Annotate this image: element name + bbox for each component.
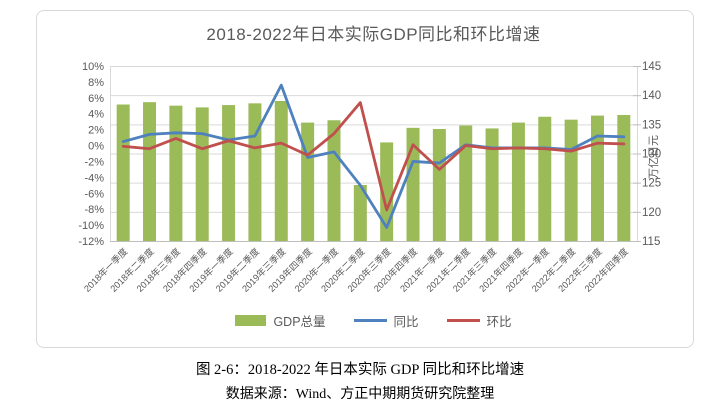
right-axis-tick-label: 135 — [642, 119, 661, 131]
legend-label-yoy: 同比 — [393, 315, 419, 329]
gdp-bar — [143, 102, 157, 242]
gdp-bar — [564, 119, 578, 241]
chart-legend: GDP总量 同比 环比 — [110, 311, 637, 330]
legend-item-gdp-total: GDP总量 — [235, 311, 326, 330]
gdp-bar — [617, 115, 631, 241]
gdp-bar — [195, 107, 209, 242]
left-axis-tick-label: -10% — [78, 220, 104, 232]
right-axis-tick-label: 120 — [642, 207, 661, 219]
gdp-bar — [353, 185, 367, 241]
legend-label-gdp-total: GDP总量 — [273, 315, 326, 329]
qoq-line — [121, 101, 626, 212]
left-axis-tick-label: -4% — [84, 172, 104, 184]
right-axis-tick-label: 125 — [642, 178, 661, 190]
gdp-bar — [116, 104, 130, 241]
left-axis-tick-label: 4% — [88, 109, 104, 121]
left-axis-tick-label: -6% — [84, 188, 104, 200]
left-axis-tick-label: 2% — [88, 125, 104, 137]
legend-item-qoq: 环比 — [446, 311, 512, 330]
gdp-bar — [485, 128, 499, 241]
legend-swatch-yoy-line — [353, 319, 387, 322]
left-axis-tick-label: 6% — [88, 93, 104, 105]
gdp-bar — [274, 101, 288, 241]
left-axis-tick-label: -8% — [84, 204, 104, 216]
gdp-bar — [538, 116, 552, 241]
legend-swatch-qoq-line — [446, 319, 480, 322]
legend-label-qoq: 环比 — [486, 315, 512, 329]
gdp-bar — [459, 125, 473, 241]
gdp-bar — [432, 129, 446, 241]
left-axis-tick-label: 10% — [82, 61, 104, 73]
left-axis-tick-label: 8% — [88, 77, 104, 89]
left-axis-tick-label: 0% — [88, 141, 104, 153]
right-axis-tick-label: 115 — [642, 236, 660, 248]
legend-swatch-bar — [235, 315, 267, 326]
gdp-bar — [222, 105, 236, 241]
figure-caption: 图 2-6：2018-2022 年日本实际 GDP 同比和环比增速 — [195, 362, 525, 378]
right-axis-tick-label: 140 — [642, 90, 661, 102]
right-axis-tick-label: 145 — [642, 61, 661, 73]
legend-item-yoy: 同比 — [353, 311, 419, 330]
gdp-bar — [327, 120, 341, 241]
gdp-bar — [590, 115, 604, 241]
right-axis-tick-label: 130 — [642, 149, 661, 161]
gdp-bar — [169, 105, 183, 242]
gdp-bar — [248, 103, 262, 241]
gdp-bar — [301, 122, 315, 241]
gdp-bar — [511, 122, 525, 241]
right-axis-title: 万亿日元 — [647, 135, 660, 179]
left-axis-tick-label: -2% — [84, 156, 104, 168]
data-source-caption: 数据来源：Wind、方正中期期货研究院整理 — [225, 387, 495, 402]
left-axis-tick-label: -12% — [78, 236, 104, 248]
chart-title: 2018-2022年日本实际GDP同比和环比增速 — [206, 25, 541, 44]
